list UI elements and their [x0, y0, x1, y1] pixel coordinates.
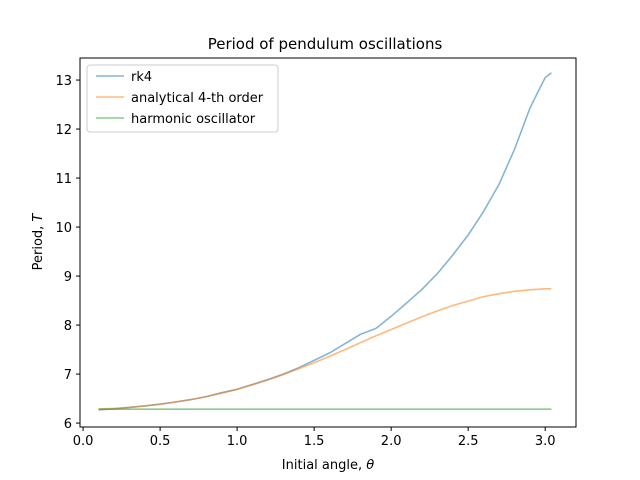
y-tick-label: 11 — [55, 172, 72, 187]
legend-box — [86, 64, 279, 133]
y-tick-label: 10 — [55, 221, 72, 236]
x-tick-label: 1.0 — [227, 434, 248, 449]
x-tick-label: 2.5 — [458, 434, 479, 449]
x-axis-label: Initial angle, θ — [282, 458, 374, 473]
chart-title: Period of pendulum oscillations — [208, 35, 443, 53]
x-tick-label: 0.0 — [73, 434, 94, 449]
legend-label-harmonic: harmonic oscillator — [131, 112, 256, 127]
legend-label-analytical: analytical 4-th order — [131, 91, 264, 106]
series-layer — [98, 72, 552, 411]
x-tick-label: 1.5 — [304, 434, 325, 449]
y-tick-label: 12 — [55, 123, 72, 138]
y-tick-label: 8 — [64, 319, 72, 334]
axes-frame — [79, 57, 577, 428]
series-line-1 — [98, 287, 552, 410]
plot-area: 0.0 0.5 1.0 1.5 2.0 2.5 3.0 6 7 8 9 10 11 12 13 — [55, 57, 577, 449]
legend-label-rk4: rk4 — [131, 70, 152, 85]
y-tick-label: 6 — [64, 417, 72, 432]
x-axis: 0.0 0.5 1.0 1.5 2.0 2.5 3.0 — [73, 427, 556, 449]
y-tick-label: 13 — [55, 74, 72, 89]
legend: rk4 analytical 4-th order harmonic oscil… — [86, 64, 279, 133]
x-tick-label: 0.5 — [150, 434, 171, 449]
x-tick-label: 3.0 — [535, 434, 556, 449]
y-axis-label: Period, T — [31, 213, 46, 271]
y-tick-label: 9 — [64, 270, 72, 285]
y-tick-label: 7 — [64, 368, 72, 383]
x-tick-label: 2.0 — [381, 434, 402, 449]
y-axis: 6 7 8 9 10 11 12 13 — [55, 74, 80, 432]
